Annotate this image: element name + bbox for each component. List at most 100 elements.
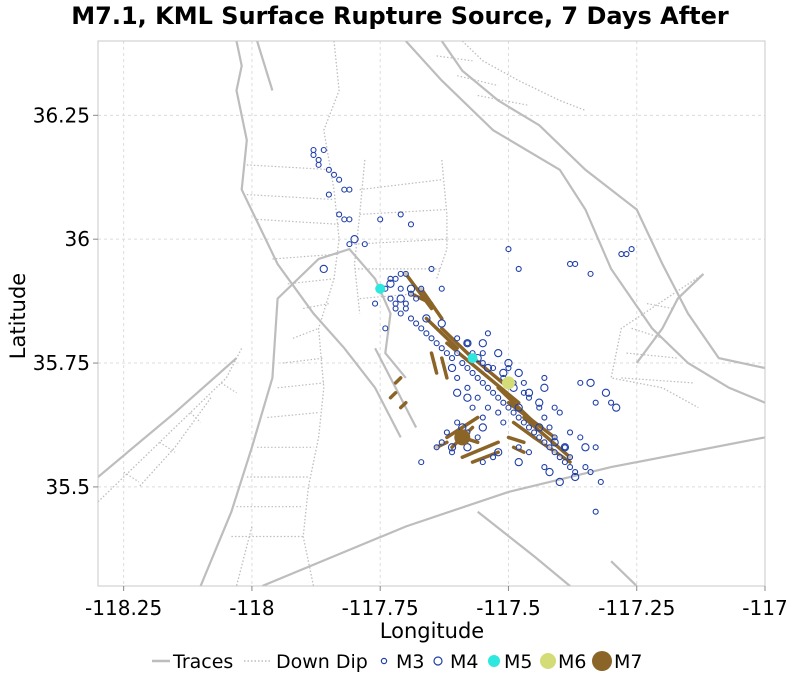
event-m4 [581,443,590,452]
x-tick-label: -118 [229,596,274,620]
event-m4 [463,339,472,348]
event-m4 [453,388,462,397]
down-dip-line [610,273,704,409]
rupture-segment [511,420,536,440]
event-m3 [484,330,491,337]
y-axis: 35.5 35.75 36 36.25 [33,103,98,499]
event-m3 [413,295,420,302]
event-m4 [550,438,559,447]
event-m3 [372,300,379,307]
event-m3 [392,300,399,307]
event-m4 [447,443,457,452]
event-m3 [448,355,456,362]
event-m3 [556,409,563,416]
down-dip-rung [303,303,330,310]
event-m4 [437,319,446,328]
x-tick-label: -118.25 [85,596,162,620]
event-m3 [454,335,461,342]
rupture-segment [393,376,403,385]
event-m3 [490,389,497,396]
event-m3 [623,250,630,258]
x-tick-label: -117.75 [342,596,419,620]
down-dip-rung [246,164,335,171]
event-m4 [463,443,472,452]
event-m3 [510,409,517,416]
event-m3 [500,399,507,406]
map-linework [98,41,765,586]
event-m3 [474,374,481,381]
gridlines [98,41,766,586]
down-dip-rung [220,382,237,394]
event-m3 [336,211,343,218]
chart-title: M7.1, KML Surface Rupture Source, 7 Days… [71,2,729,30]
event-m3 [531,429,538,436]
event-m4 [514,368,523,378]
down-dip-rung [277,382,324,389]
event-m3 [500,419,507,426]
event-m3 [541,464,548,471]
event-m3 [310,146,317,154]
down-dip-rung [359,179,442,191]
rupture-segment [440,356,449,380]
event-m3 [454,419,461,426]
y-axis-label: Latitude [6,273,30,359]
event-m3 [438,345,445,352]
legend-label: Down Dip [276,651,368,673]
down-dip-rung [282,357,324,364]
event-m3 [341,186,348,193]
event-m3 [495,394,502,401]
legend-symbol-m5 [488,655,500,667]
event-m3 [566,429,574,436]
rupture-segment [506,400,557,440]
event-m3 [587,468,594,476]
event-m3 [479,459,486,466]
rupture-segment [429,351,439,375]
event-m3 [541,374,548,381]
event-m3 [346,216,353,223]
plot-frame [97,40,766,587]
event-m3 [495,409,502,416]
event-m3 [505,246,512,253]
event-m3 [479,379,486,386]
event-m3 [551,449,558,456]
event-m3 [443,350,450,357]
x-tick-label: -117.25 [598,596,675,620]
down-dip-rung [626,352,678,359]
event-m3 [413,320,420,327]
event-m4 [535,423,544,432]
event-m3 [402,305,409,312]
down-dip-rung [159,441,176,453]
event-m3 [474,394,481,401]
event-m3 [592,508,599,515]
event-m3 [479,414,486,421]
event-m4 [555,477,564,487]
rupture-segment [424,316,459,350]
fault-trace [98,357,238,478]
event-m3 [397,285,404,292]
event-m4 [540,383,549,392]
rupture-segment [460,440,500,459]
event-m3 [474,434,481,441]
event-m3 [310,151,317,159]
event-m5 [467,353,478,364]
event-m3 [561,444,568,451]
event-m4 [478,423,487,432]
event-m3 [515,444,522,451]
event-m3 [464,364,471,372]
event-m3 [325,166,332,173]
down-dip-line [302,41,340,586]
event-m4 [612,403,621,412]
event-m3 [592,444,599,451]
event-m3 [525,424,533,431]
event-m3 [418,325,425,332]
event-m3 [515,414,522,421]
event-m6 [501,376,515,390]
event-m4 [514,457,523,467]
legend-label: M5 [504,651,532,673]
event-m3 [454,374,461,381]
event-m4 [319,264,328,274]
event-m3 [346,241,353,248]
event-m3 [520,379,527,386]
fault-trace [477,510,571,586]
event-m4 [483,363,493,373]
